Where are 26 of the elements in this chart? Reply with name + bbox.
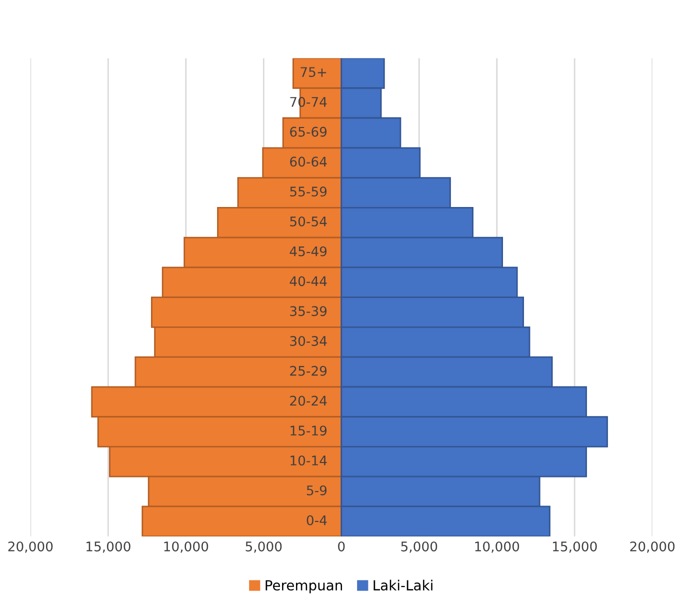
x-tick-label: 0	[338, 541, 345, 552]
x-tick-label: 15,000	[86, 541, 130, 553]
x-tick-label: 5,000	[246, 541, 282, 553]
y-tick-label: 15-19	[290, 426, 327, 436]
y-tick-label: 65-69	[290, 126, 327, 137]
y-tick-label: 45-49	[290, 246, 327, 256]
x-tick-label: 20,000	[630, 541, 675, 553]
legend-label: Laki-Laki	[374, 580, 432, 591]
y-tick-label: 75+	[300, 67, 326, 78]
x-tick-label: 10,000	[475, 541, 520, 553]
x-tick-label: 15,000	[552, 541, 597, 553]
y-tick-label: 10-14	[290, 456, 327, 466]
y-tick-label: 30-34	[290, 336, 327, 346]
y-tick-label: 50-54	[290, 216, 327, 226]
y-tick-label: 0-4	[306, 515, 327, 526]
y-tick-label: 5-9	[306, 485, 327, 496]
x-tick-label: 10,000	[164, 541, 208, 553]
x-tick-label: 20,000	[8, 541, 53, 553]
legend-label: Perempuan	[266, 580, 342, 594]
y-tick-label: 25-29	[290, 366, 327, 376]
x-tick-label: 5,000	[401, 541, 438, 553]
y-tick-label: 20-24	[290, 396, 327, 406]
y-tick-label: 40-44	[290, 276, 327, 286]
y-tick-label: 55-59	[290, 186, 327, 197]
y-tick-label: 35-39	[290, 306, 327, 316]
y-tick-label: 60-64	[290, 156, 327, 167]
